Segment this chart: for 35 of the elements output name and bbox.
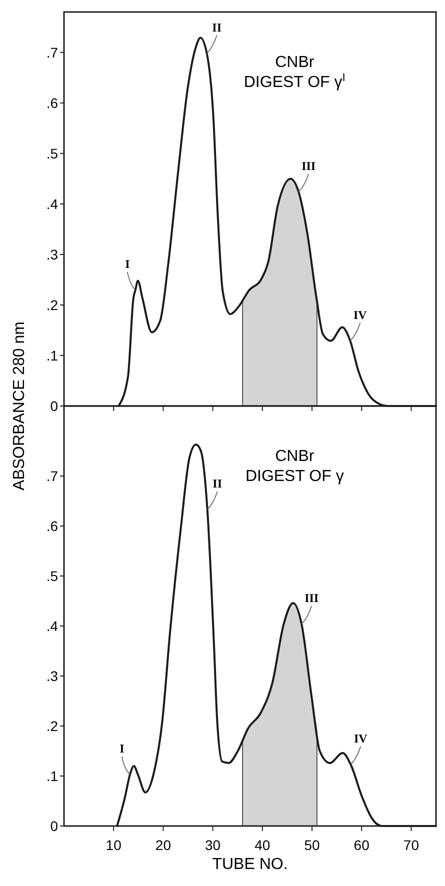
x-tick-label: 20 bbox=[155, 837, 172, 853]
y-tick-label: .6 bbox=[46, 518, 58, 534]
annotation: IV bbox=[354, 308, 368, 322]
y-axis-title: ABSORBANCE 280 nm bbox=[11, 322, 28, 490]
y-tick-label: .4 bbox=[46, 196, 58, 212]
y-tick-label: .5 bbox=[46, 145, 58, 162]
text: CNBr DIGEST OF γ$^{I}$ bbox=[244, 54, 346, 91]
annotation: IV bbox=[354, 732, 368, 746]
x-axis-title: TUBE NO. bbox=[212, 856, 288, 873]
annotation: III bbox=[302, 158, 316, 173]
y-tick-label: .3 bbox=[46, 668, 58, 684]
y-tick-label: 0 bbox=[50, 818, 58, 834]
x-tick-label: 70 bbox=[403, 837, 420, 853]
x-tick-label: 30 bbox=[205, 837, 221, 853]
y-tick-label: .2 bbox=[46, 718, 58, 734]
x-tick-label: 40 bbox=[254, 837, 270, 853]
annotation: II bbox=[212, 476, 222, 490]
y-tick-label: .3 bbox=[46, 246, 58, 262]
y-tick-label: .6 bbox=[46, 94, 58, 111]
annotation: I bbox=[120, 742, 125, 756]
x-tick-label: 60 bbox=[354, 837, 370, 853]
x-tick-label: 50 bbox=[304, 837, 320, 853]
y-tick-label: 0 bbox=[50, 398, 58, 414]
y-tick-label: .7 bbox=[46, 44, 58, 60]
annotation: III bbox=[304, 591, 319, 605]
y-tick-label: .1 bbox=[46, 768, 58, 784]
x-tick-label: 10 bbox=[106, 837, 122, 853]
y-tick-label: .7 bbox=[46, 468, 58, 484]
y-tick-label: .1 bbox=[46, 347, 58, 364]
annotation: II bbox=[212, 20, 222, 34]
y-tick-label: .2 bbox=[46, 296, 58, 313]
text: CNBr DIGEST OF γ bbox=[245, 448, 344, 485]
y-tick-label: .5 bbox=[46, 568, 58, 584]
annotation: I bbox=[125, 256, 130, 271]
y-tick-label: .4 bbox=[46, 618, 58, 634]
